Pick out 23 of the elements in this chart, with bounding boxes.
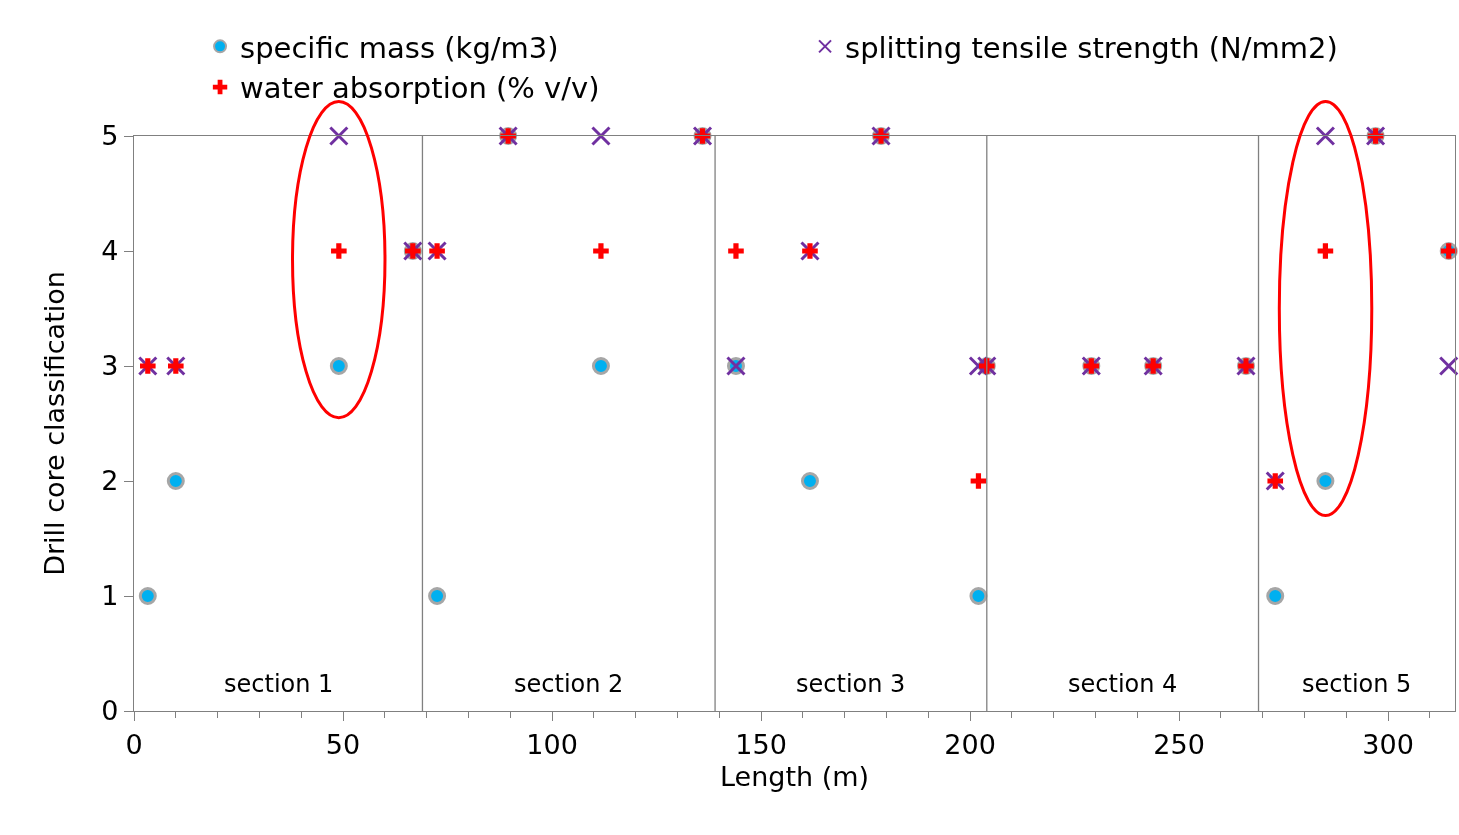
annotation: section 3 [796, 670, 906, 698]
x-tick-label: 100 [526, 728, 578, 760]
annotation: section 1 [224, 670, 334, 698]
annotation: section 2 [514, 670, 624, 698]
x-axis-title: Length (m) [719, 760, 870, 792]
x-tick-label: 0 [125, 728, 143, 760]
y-tick-label: 1 [101, 580, 119, 612]
annotation: section 5 [1302, 670, 1412, 698]
y-tick-label: 2 [101, 465, 119, 497]
y-axis-title: Drill core classification [39, 271, 71, 576]
x-tick-label: 200 [944, 728, 996, 760]
y-tick-label: 3 [101, 350, 119, 382]
x-tick-label: 150 [735, 728, 787, 760]
legend-label: specific mass (kg/m3) [240, 30, 559, 65]
y-tick-label: 4 [101, 235, 119, 267]
x-tick-label: 250 [1153, 728, 1205, 760]
legend-label: water absorption (% v/v) [240, 71, 600, 106]
legend-label: splitting tensile strength (N/mm2) [845, 30, 1338, 65]
annotation: section 4 [1068, 670, 1178, 698]
y-tick-label: 0 [101, 695, 119, 727]
y-tick-label: 5 [101, 120, 119, 152]
x-tick-label: 300 [1362, 728, 1414, 760]
x-tick-label: 50 [325, 728, 361, 760]
